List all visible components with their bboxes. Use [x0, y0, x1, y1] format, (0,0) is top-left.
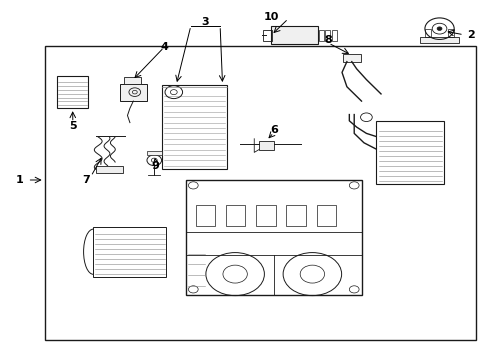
- Bar: [375, 121, 444, 184]
- Text: 9: 9: [151, 161, 160, 171]
- Bar: [316, 205, 335, 226]
- Bar: [44, 45, 475, 339]
- Bar: [93, 226, 166, 277]
- Bar: [331, 30, 336, 41]
- Text: 7: 7: [82, 175, 90, 185]
- Bar: [262, 30, 272, 41]
- Bar: [419, 37, 458, 43]
- Bar: [225, 205, 245, 226]
- Bar: [120, 84, 147, 101]
- Bar: [256, 205, 275, 226]
- Bar: [195, 205, 215, 226]
- Bar: [57, 76, 88, 108]
- Text: 1: 1: [15, 175, 23, 185]
- Text: 2: 2: [467, 30, 474, 40]
- Bar: [286, 205, 305, 226]
- Bar: [147, 150, 161, 155]
- Bar: [161, 85, 227, 169]
- Text: 3: 3: [201, 17, 209, 27]
- Text: 10: 10: [263, 12, 279, 22]
- Bar: [319, 30, 324, 41]
- Bar: [259, 140, 273, 149]
- Bar: [342, 54, 360, 62]
- Text: 4: 4: [160, 42, 168, 52]
- Bar: [185, 180, 361, 295]
- Bar: [424, 29, 430, 37]
- Text: 6: 6: [269, 125, 277, 135]
- Text: 8: 8: [324, 35, 331, 45]
- Bar: [96, 166, 122, 173]
- Bar: [124, 77, 141, 84]
- Circle shape: [436, 27, 441, 31]
- Bar: [325, 30, 330, 41]
- Bar: [271, 26, 317, 44]
- Text: 5: 5: [69, 121, 77, 131]
- Bar: [447, 29, 453, 37]
